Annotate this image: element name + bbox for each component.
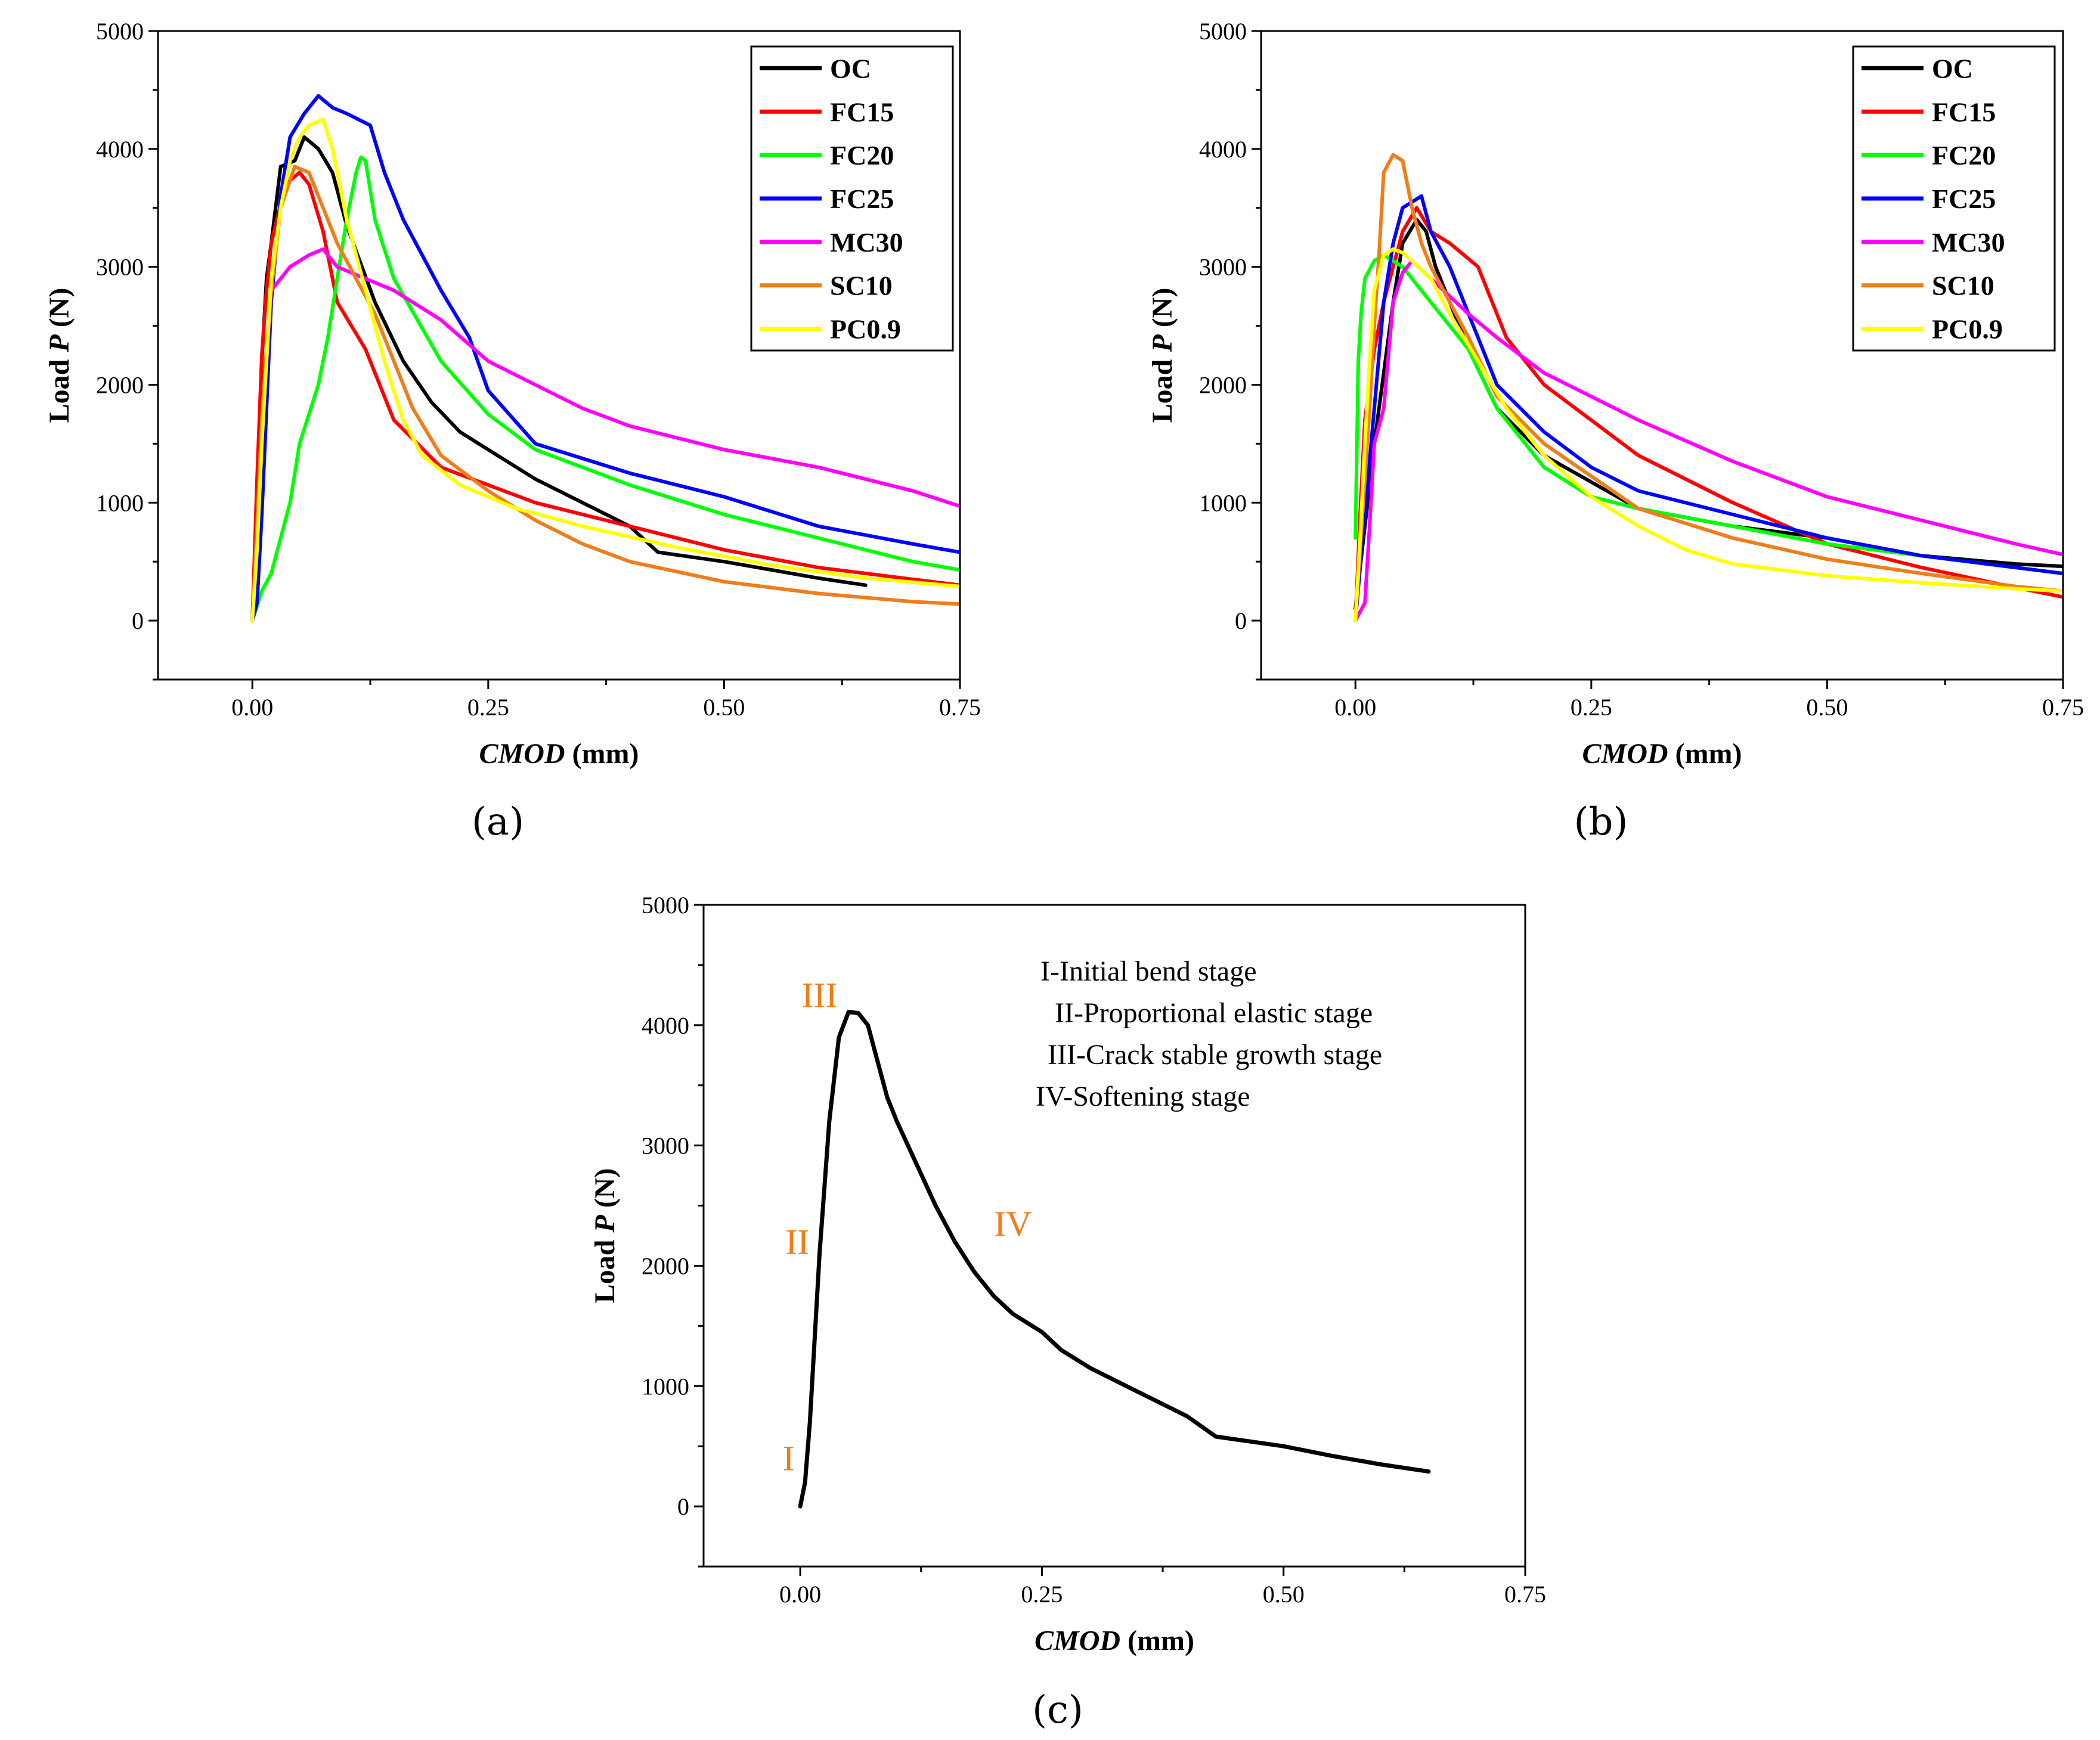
- legend-label: PC0.9: [830, 314, 901, 345]
- legend-label: PC0.9: [1932, 314, 2003, 345]
- y-tick-label: 0: [677, 1493, 689, 1520]
- legend-label: SC10: [830, 271, 893, 301]
- y-tick-label: 1000: [1199, 489, 1247, 516]
- y-tick-label: 0: [132, 607, 144, 634]
- y-tick-label: 2000: [642, 1252, 689, 1279]
- chart-panel-c: 0 1000 2000 3000 4000 5000 0.00 0.25 0.50 0.75 CMO…: [589, 892, 1546, 1732]
- y-tick-label: 4000: [1199, 136, 1247, 163]
- legend-label: MC30: [830, 227, 903, 258]
- legend-label: SC10: [1932, 271, 1994, 301]
- x-tick-label: 0.25: [1021, 1581, 1063, 1608]
- stage-label: III: [802, 976, 838, 1015]
- legend-label: FC25: [1932, 184, 1996, 214]
- y-tick-label: 5000: [1199, 18, 1247, 45]
- legend: OC FC15 FC20 FC25 MC30 SC10 PC0.9: [1852, 45, 2056, 352]
- stage-label: I: [783, 1439, 795, 1478]
- y-tick-label: 3000: [642, 1133, 689, 1159]
- y-tick-label: 2000: [96, 371, 144, 398]
- series-line-sc10: [1353, 153, 2063, 623]
- series-line-fc20: [250, 155, 960, 623]
- legend-frame: [750, 45, 954, 352]
- series-line-pc09: [250, 117, 960, 623]
- stage-annotation: II-Proportional elastic stage: [1055, 997, 1373, 1029]
- legend-label: FC20: [1932, 140, 1996, 170]
- series-line-fc25: [1353, 194, 2063, 623]
- x-tick-label: 0.50: [1263, 1581, 1305, 1608]
- y-axis-title: Load P (N): [1147, 288, 1178, 423]
- y-tick-label: 5000: [96, 18, 144, 45]
- x-tick-label: 0.75: [939, 694, 981, 721]
- legend-label: OC: [1932, 53, 1973, 83]
- series-group: [798, 1010, 1431, 1509]
- y-tick-label: 1000: [96, 489, 144, 516]
- series-line-mc30: [1353, 259, 2063, 623]
- stage-annotation: IV-Softening stage: [1036, 1081, 1250, 1112]
- series-line-oc: [798, 1010, 1431, 1509]
- x-tick-label: 0.25: [1571, 694, 1612, 721]
- axes-frame: [702, 904, 1526, 1568]
- axes-frame: [157, 30, 961, 681]
- y-tick-label: 0: [1235, 607, 1247, 634]
- y-tick-label: 2000: [1199, 371, 1247, 398]
- y-tick-label: 1000: [642, 1373, 689, 1400]
- stage-label: II: [785, 1222, 809, 1261]
- legend-label: FC15: [830, 97, 894, 127]
- y-tick-label: 4000: [96, 136, 144, 163]
- series-group: [1353, 153, 2063, 623]
- series-line-fc15: [250, 170, 960, 623]
- y-axis-title: Load P (N): [44, 288, 75, 423]
- x-tick-label: 0.75: [1504, 1581, 1546, 1608]
- chart-panel-a: 0 1000 2000 3000 4000 5000 0.00 0.25 0.50 0.75 CMO…: [44, 18, 981, 844]
- x-tick-label: 0.00: [779, 1581, 821, 1608]
- axes-frame: [1260, 30, 2064, 681]
- x-tick-label: 0.50: [1806, 694, 1848, 721]
- panel-label: (c): [1032, 1688, 1083, 1732]
- x-tick-label: 0.50: [703, 694, 745, 721]
- stage-annotation: I-Initial bend stage: [1040, 956, 1257, 987]
- stage-annotation: III-Crack stable growth stage: [1048, 1039, 1382, 1071]
- x-axis-title: CMOD (mm): [479, 738, 639, 770]
- series-line-pc09: [1353, 247, 2063, 623]
- series-line-fc20: [1353, 253, 2063, 575]
- x-tick-label: 0.00: [231, 694, 273, 721]
- chart-panel-b: 0 1000 2000 3000 4000 5000 0.00 0.25 0.50 0.75 CMO…: [1147, 18, 2084, 844]
- legend: OC FC15 FC20 FC25 MC30 SC10 PC0.9: [750, 45, 954, 352]
- legend-label: FC15: [1932, 97, 1996, 127]
- y-axis-title: Load P (N): [589, 1168, 621, 1304]
- series-group: [250, 94, 960, 623]
- panel-label: (b): [1574, 800, 1628, 844]
- x-axis-title: CMOD (mm): [1582, 738, 1742, 770]
- x-axis-title: CMOD (mm): [1034, 1625, 1194, 1657]
- legend-label: MC30: [1932, 227, 2005, 258]
- panel-label: (a): [472, 800, 524, 844]
- y-tick-label: 3000: [1199, 254, 1247, 281]
- x-tick-label: 0.00: [1334, 694, 1376, 721]
- y-tick-label: 4000: [642, 1012, 689, 1039]
- legend-label: OC: [830, 53, 871, 83]
- x-tick-label: 0.75: [2042, 694, 2084, 721]
- stage-label: IV: [994, 1204, 1032, 1243]
- x-tick-label: 0.25: [467, 694, 509, 721]
- y-tick-label: 3000: [96, 254, 144, 281]
- legend-label: FC20: [830, 140, 894, 170]
- y-tick-label: 5000: [642, 892, 689, 919]
- legend-label: FC25: [830, 184, 894, 214]
